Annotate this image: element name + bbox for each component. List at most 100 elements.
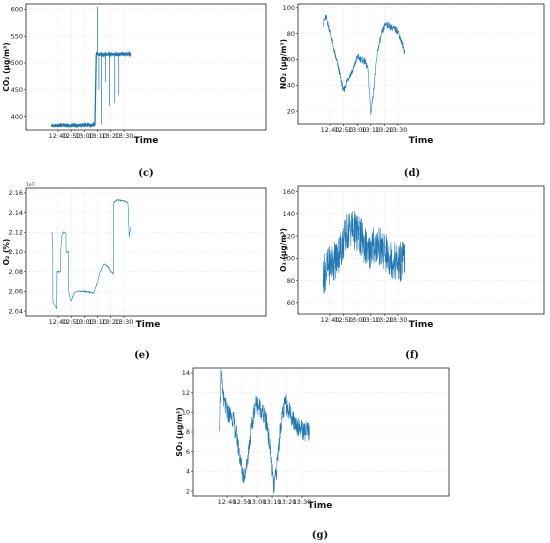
y-tick-label: 2 bbox=[186, 487, 190, 495]
grid bbox=[26, 4, 266, 130]
data-series bbox=[219, 369, 310, 494]
x-tick-label: 13:00 bbox=[75, 132, 94, 140]
x-tick-label: 12:40 bbox=[49, 318, 68, 326]
x-tick-label: 13:10 bbox=[361, 126, 380, 134]
y-tick-label: 140 bbox=[283, 210, 295, 218]
series-line bbox=[322, 210, 406, 294]
plot-frame bbox=[25, 3, 267, 131]
y-tick-label: 14 bbox=[182, 369, 190, 377]
x-tick-label: 13:00 bbox=[348, 126, 367, 134]
y-tick-label: 4 bbox=[186, 468, 190, 476]
x-tick-label: 13:00 bbox=[348, 316, 367, 324]
y-tick-label: 20 bbox=[287, 107, 295, 115]
x-tick-label: 13:30 bbox=[389, 126, 408, 134]
y-tick-label: 2.16 bbox=[9, 189, 23, 197]
panel-label: (c) bbox=[138, 168, 154, 179]
x-axis-label: Time bbox=[409, 136, 434, 146]
x-tick-label: 12:50 bbox=[62, 132, 81, 140]
grid bbox=[298, 186, 544, 314]
y-tick-label: 2.08 bbox=[9, 268, 23, 276]
y-tick-label: 500 bbox=[11, 59, 23, 67]
y-tick-label: 60 bbox=[287, 56, 295, 64]
x-tick-label: 12:50 bbox=[233, 498, 252, 506]
y-tick-label: 600 bbox=[11, 6, 23, 14]
x-tick-label: 12:40 bbox=[321, 316, 340, 324]
series-line bbox=[51, 198, 131, 310]
x-tick-label: 13:00 bbox=[75, 318, 94, 326]
x-tick-label: 13:30 bbox=[115, 132, 134, 140]
panel-label: (f) bbox=[405, 350, 419, 361]
x-tick-label: 13:20 bbox=[101, 132, 120, 140]
x-tick-label: 13:20 bbox=[375, 316, 394, 324]
x-tick-label: 12:50 bbox=[62, 318, 81, 326]
x-tick-label: 13:20 bbox=[375, 126, 394, 134]
panel-label: (g) bbox=[312, 530, 328, 541]
y-tick-label: 40 bbox=[287, 81, 295, 89]
y-tick-label: 120 bbox=[283, 232, 295, 240]
y-tick-label: 12 bbox=[182, 389, 190, 397]
y-tick-label: 80 bbox=[287, 30, 295, 38]
x-tick-label: 12:40 bbox=[49, 132, 68, 140]
data-series bbox=[50, 6, 132, 129]
y-tick-label: 550 bbox=[11, 32, 23, 40]
x-tick-label: 12:50 bbox=[334, 316, 353, 324]
y-tick-label: 100 bbox=[283, 4, 295, 12]
y-axis-label: O₂ (%) bbox=[2, 239, 11, 266]
y-axis-label: O₃ (μg/m³) bbox=[279, 228, 288, 272]
y-tick-label: 2.06 bbox=[9, 288, 23, 296]
x-axis-label: Time bbox=[136, 320, 161, 330]
grid bbox=[193, 368, 449, 496]
y-tick-label: 60 bbox=[287, 299, 295, 307]
y-tick-label: 6 bbox=[186, 448, 190, 456]
x-tick-label: 13:20 bbox=[101, 318, 120, 326]
x-tick-label: 13:10 bbox=[263, 498, 282, 506]
y-tick-label: 10 bbox=[182, 409, 190, 417]
panel-label: (e) bbox=[134, 350, 150, 361]
series-line bbox=[322, 14, 406, 116]
plot-frame bbox=[297, 185, 545, 315]
x-axis-label: Time bbox=[134, 136, 159, 146]
grid bbox=[298, 4, 544, 124]
x-axis-label: Time bbox=[409, 320, 434, 330]
grid bbox=[26, 188, 266, 316]
y-tick-label: 400 bbox=[11, 113, 23, 121]
x-tick-label: 13:00 bbox=[248, 498, 267, 506]
data-series bbox=[322, 14, 406, 116]
panel-label: (d) bbox=[404, 168, 420, 179]
x-tick-label: 13:30 bbox=[115, 318, 134, 326]
x-tick-label: 12:40 bbox=[321, 126, 340, 134]
x-tick-label: 13:30 bbox=[389, 316, 408, 324]
data-series bbox=[322, 210, 406, 294]
y-multiplier: 1e7 bbox=[26, 182, 35, 188]
y-axis-label: SO₂ (μg/m³) bbox=[175, 407, 184, 456]
x-tick-label: 13:20 bbox=[278, 498, 297, 506]
y-tick-label: 100 bbox=[283, 255, 295, 263]
x-tick-label: 13:30 bbox=[293, 498, 312, 506]
y-tick-label: 8 bbox=[186, 428, 190, 436]
x-tick-label: 13:10 bbox=[88, 132, 107, 140]
y-tick-label: 160 bbox=[283, 188, 295, 196]
x-tick-label: 12:50 bbox=[334, 126, 353, 134]
plot-frame bbox=[192, 367, 450, 497]
x-tick-label: 13:10 bbox=[361, 316, 380, 324]
y-tick-label: 2.04 bbox=[9, 307, 23, 315]
y-tick-label: 2.10 bbox=[9, 248, 23, 256]
y-tick-label: 450 bbox=[11, 86, 23, 94]
x-tick-label: 12:40 bbox=[218, 498, 237, 506]
y-axis-label: CO₂ (μg/m³) bbox=[2, 42, 11, 91]
series-line bbox=[219, 369, 310, 494]
data-series bbox=[51, 198, 131, 310]
plot-frame bbox=[297, 3, 545, 125]
y-tick-label: 2.12 bbox=[9, 229, 23, 237]
y-axis-label: NO₂ (μg/m³) bbox=[279, 39, 288, 89]
